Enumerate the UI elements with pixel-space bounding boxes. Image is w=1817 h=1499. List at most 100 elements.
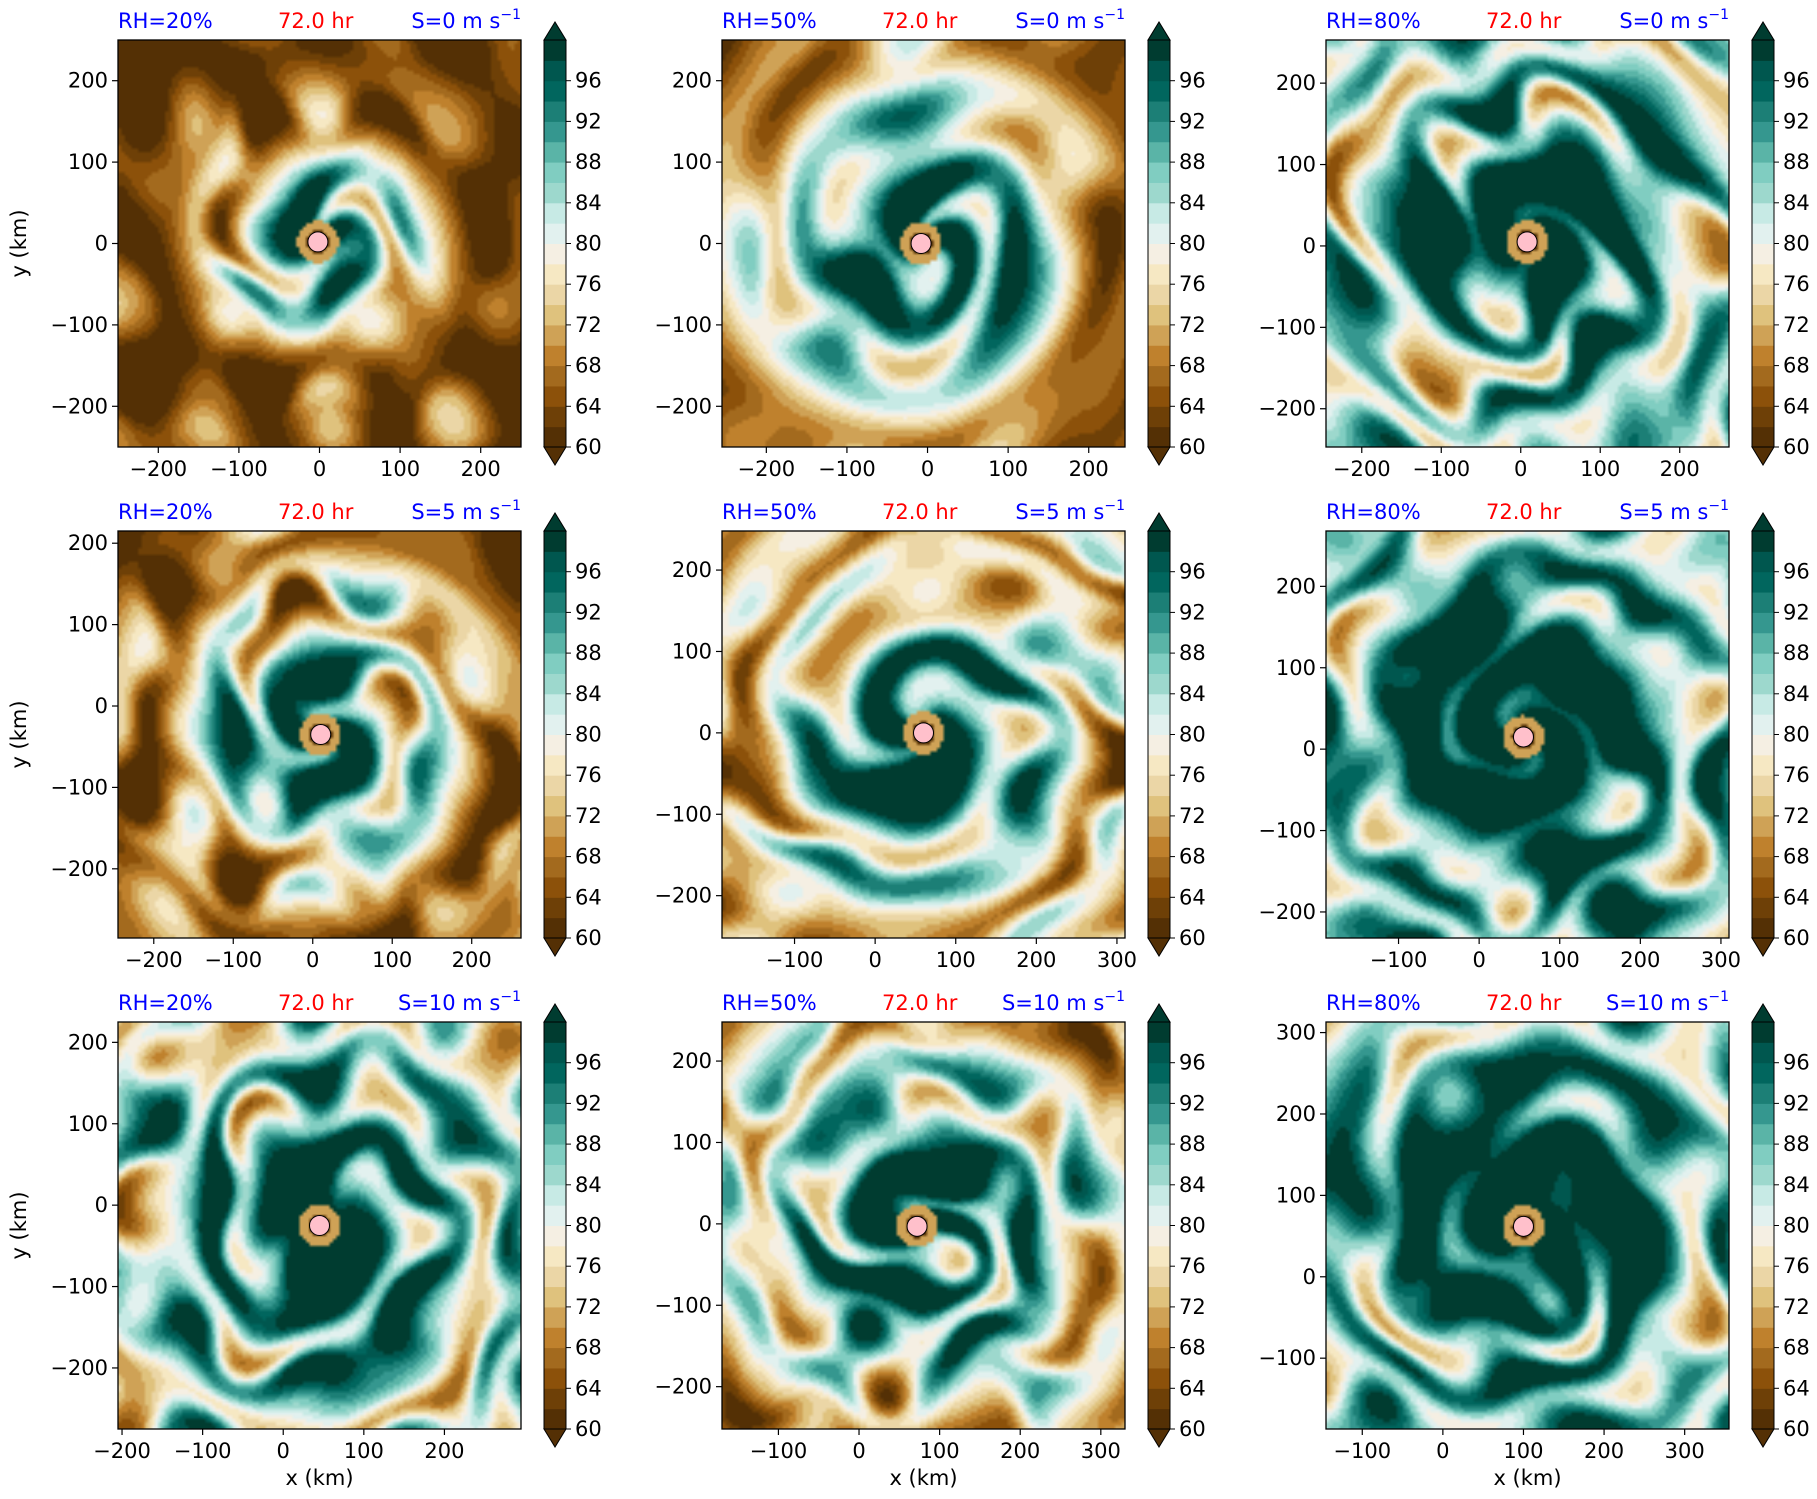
colorbar-tick-label: 64 xyxy=(1179,885,1206,909)
x-tick-label: −100 xyxy=(750,1439,808,1463)
colorbar-tick-label: 80 xyxy=(1783,232,1810,256)
colorbar-segment xyxy=(1148,202,1170,224)
colorbar-extend-min xyxy=(543,937,567,957)
colorbar-segment xyxy=(544,1022,566,1043)
y-tick-label: 300 xyxy=(1276,1021,1316,1045)
colorbar-segment xyxy=(1148,856,1170,878)
panel-title-time: 72.0 hr xyxy=(1486,991,1562,1015)
colorbar-tick-label: 68 xyxy=(1783,845,1810,869)
colorbar-segment xyxy=(1752,612,1774,634)
y-axis-label: y (km) xyxy=(7,700,31,768)
colorbar-segment xyxy=(544,182,566,204)
y-tick-label: 100 xyxy=(672,150,712,174)
colorbar-segment xyxy=(1148,1205,1170,1226)
colorbar-segment xyxy=(1148,1123,1170,1145)
colorbar-segment xyxy=(544,60,566,82)
colorbar-segment xyxy=(1148,775,1170,797)
colorbar-segment xyxy=(1752,592,1774,613)
colorbar-segment xyxy=(1752,836,1774,858)
colorbar-segment xyxy=(1148,897,1170,919)
colorbar-segment xyxy=(544,324,566,346)
colorbar-extend-max xyxy=(1751,21,1775,41)
colorbar-segment xyxy=(1148,1022,1170,1043)
colorbar-segment xyxy=(544,754,566,776)
y-tick-label: 0 xyxy=(1303,737,1316,761)
colorbar-tick-label: 84 xyxy=(1783,191,1810,215)
colorbar-segment xyxy=(544,1347,566,1369)
panel-title-shear: S=5 m s−1 xyxy=(411,498,521,524)
colorbar-segment xyxy=(544,1103,566,1125)
panel-title-rh: RH=80% xyxy=(1326,991,1421,1015)
colorbar: 60 64 68 72 76 80 84 88 92 96 xyxy=(1147,21,1206,466)
colorbar-segment xyxy=(1752,365,1774,387)
colorbar-tick-label: 60 xyxy=(575,926,602,950)
x-tick-label: 300 xyxy=(1665,1439,1705,1463)
axes-frame xyxy=(1325,39,1730,448)
colorbar-segment xyxy=(544,653,566,674)
colorbar: 60 64 68 72 76 80 84 88 92 96 xyxy=(1751,21,1810,466)
colorbar-segment xyxy=(1148,876,1170,898)
colorbar-tick-label: 72 xyxy=(1783,804,1810,828)
colorbar-segment xyxy=(1752,1347,1774,1369)
colorbar-extend-max xyxy=(1147,21,1171,41)
colorbar-segment xyxy=(544,1184,566,1206)
colorbar-extend-max xyxy=(543,512,567,532)
colorbar-tick-label: 84 xyxy=(1179,1173,1206,1197)
colorbar-segment xyxy=(1752,1062,1774,1084)
x-tick-label: 0 xyxy=(868,948,881,972)
colorbar-segment xyxy=(1752,1245,1774,1267)
colorbar-segment xyxy=(1752,324,1774,346)
colorbar-segment xyxy=(1752,673,1774,695)
colorbar-segment xyxy=(544,632,566,654)
colorbar-extend-max xyxy=(1147,1003,1171,1023)
colorbar-extend-max xyxy=(1751,512,1775,532)
colorbar-segment xyxy=(1752,182,1774,204)
colorbar-segment xyxy=(544,1266,566,1288)
colorbar-tick-label: 88 xyxy=(1783,641,1810,665)
colorbar-segment xyxy=(544,1327,566,1349)
colorbar-tick-label: 72 xyxy=(1179,1295,1206,1319)
y-tick-label: −200 xyxy=(654,884,712,908)
colorbar-tick-label: 80 xyxy=(1179,232,1206,256)
x-tick-label: 300 xyxy=(1701,948,1741,972)
y-tick-label: 0 xyxy=(699,232,712,256)
panel-9: −100 0 100 200 300 −100 0 100 200 300 RH=80% 72.0 h… xyxy=(1258,989,1809,1490)
colorbar-segment xyxy=(1148,693,1170,715)
x-tick-label: 0 xyxy=(313,457,326,481)
panel-title-time: 72.0 hr xyxy=(1486,9,1562,33)
colorbar-segment xyxy=(1752,1225,1774,1247)
panel-title-rh: RH=80% xyxy=(1326,9,1421,33)
colorbar-segment xyxy=(1148,1164,1170,1186)
colorbar-segment xyxy=(1752,1205,1774,1226)
colorbar-segment xyxy=(1752,1164,1774,1186)
colorbar-segment xyxy=(1148,1286,1170,1308)
y-tick-label: −100 xyxy=(1258,819,1316,843)
colorbar-tick-label: 96 xyxy=(1783,69,1810,93)
y-tick-label: −100 xyxy=(50,313,108,337)
colorbar-segment xyxy=(1752,571,1774,593)
colorbar-tick-label: 64 xyxy=(575,885,602,909)
colorbar-segment xyxy=(544,1388,566,1410)
panel-3: −200 −100 0 100 200 −200 −100 0 100 200 RH=80% 72.0… xyxy=(1258,7,1809,481)
panel-title-shear: S=0 m s−1 xyxy=(1619,7,1729,33)
colorbar-segment xyxy=(1752,1123,1774,1145)
colorbar-segment xyxy=(1148,1184,1170,1206)
storm-center-marker xyxy=(910,233,932,254)
colorbar-segment xyxy=(1148,304,1170,326)
colorbar-segment xyxy=(1148,223,1170,244)
colorbar-extend-min xyxy=(1751,937,1775,957)
storm-center-marker xyxy=(307,231,329,253)
colorbar-segment xyxy=(1752,856,1774,878)
colorbar-tick-label: 88 xyxy=(575,1132,602,1156)
colorbar-segment xyxy=(544,101,566,122)
colorbar-segment xyxy=(1752,1042,1774,1064)
colorbar-tick-label: 72 xyxy=(575,313,602,337)
colorbar-tick-label: 72 xyxy=(575,804,602,828)
colorbar-segment xyxy=(544,897,566,919)
y-tick-label: 0 xyxy=(95,1193,108,1217)
colorbar-tick-label: 60 xyxy=(1783,435,1810,459)
y-tick-label: 200 xyxy=(68,1030,108,1054)
colorbar-segment xyxy=(1752,1408,1774,1430)
y-tick-label: −200 xyxy=(50,857,108,881)
x-tick-label: 200 xyxy=(461,457,501,481)
